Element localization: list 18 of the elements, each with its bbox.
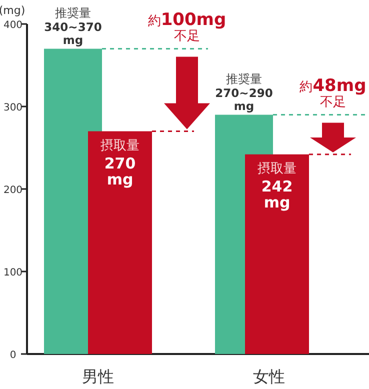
data-label: 270 mg: [104, 154, 136, 188]
data-label: 242 mg: [261, 177, 293, 212]
series-label: 摂取量: [100, 138, 140, 154]
data-label: 340~370 mg: [44, 20, 102, 47]
y-tick-label: 400: [3, 20, 23, 31]
y-tick-label: 0: [10, 350, 16, 361]
y-tick-label: 100: [3, 268, 23, 278]
y-tick-label: 300: [3, 102, 23, 114]
x-tick-label: 男性: [82, 367, 114, 386]
annotation: 約48mg 不足: [300, 76, 366, 110]
y-tick-label: 200: [3, 185, 23, 196]
annotation: 約100mg 不足: [148, 10, 226, 44]
text: 摂取量: [258, 161, 296, 176]
x-tick-label: 女性: [253, 367, 285, 386]
data-label: 270~290 mg: [215, 86, 273, 113]
text: 推奨量: [55, 6, 91, 20]
text: 推奨量: [226, 72, 262, 86]
y-axis-title: (mg): [0, 4, 26, 17]
